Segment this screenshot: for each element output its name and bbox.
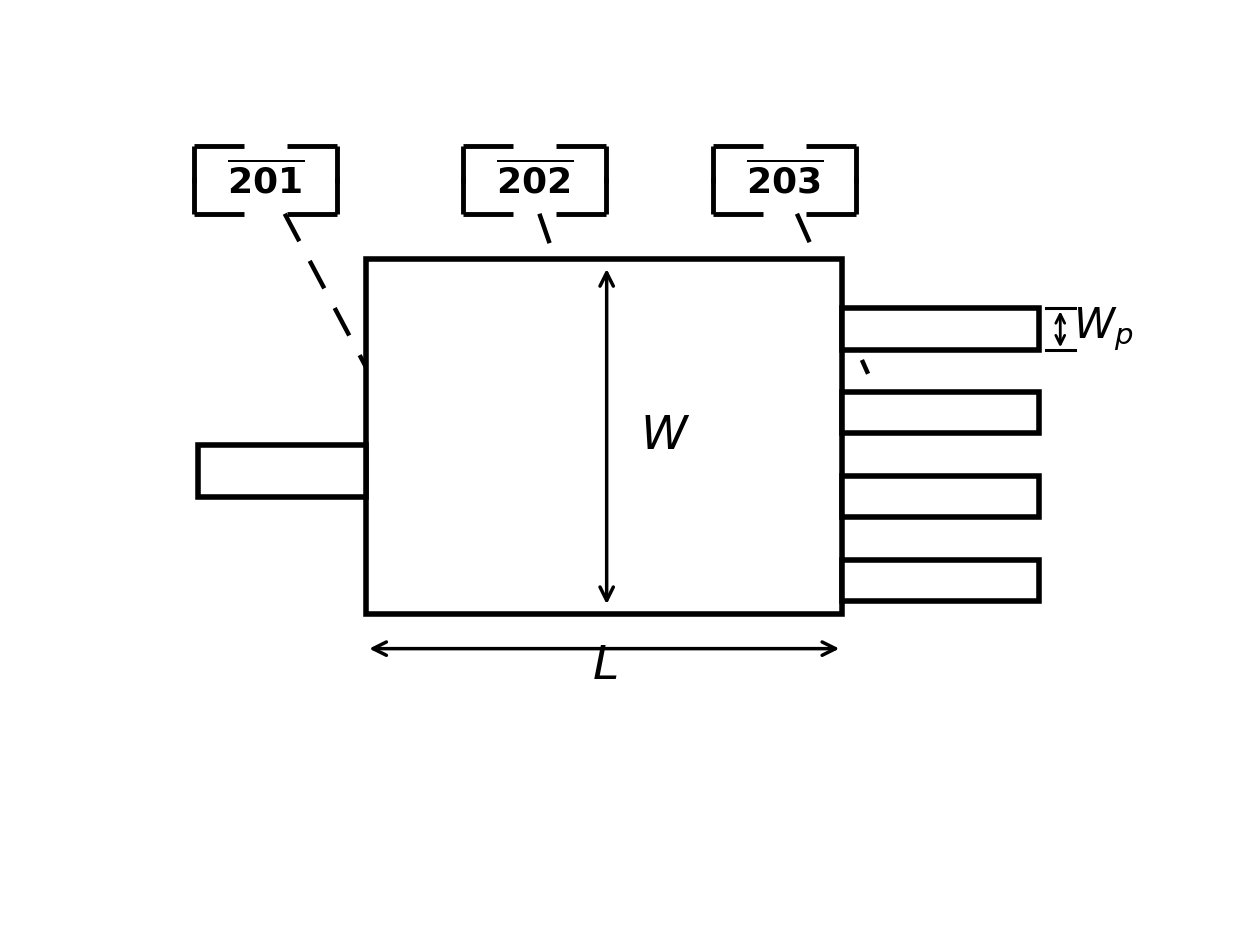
Bar [842,308,1039,350]
Bar [842,391,1039,433]
Text: $\mathit{W}$: $\mathit{W}$ [640,413,691,459]
Text: $\overline{\mathbf{203}}$: $\overline{\mathbf{203}}$ [745,160,823,199]
Bar [367,259,842,614]
Text: $\mathit{L}$: $\mathit{L}$ [591,643,618,689]
Text: $\overline{\mathbf{202}}$: $\overline{\mathbf{202}}$ [496,160,573,199]
Bar [842,475,1039,517]
Bar [198,445,367,497]
Bar [842,559,1039,601]
Text: $\overline{\mathbf{201}}$: $\overline{\mathbf{201}}$ [227,160,304,199]
Text: $\mathit{W}_p$: $\mathit{W}_p$ [1073,306,1133,353]
